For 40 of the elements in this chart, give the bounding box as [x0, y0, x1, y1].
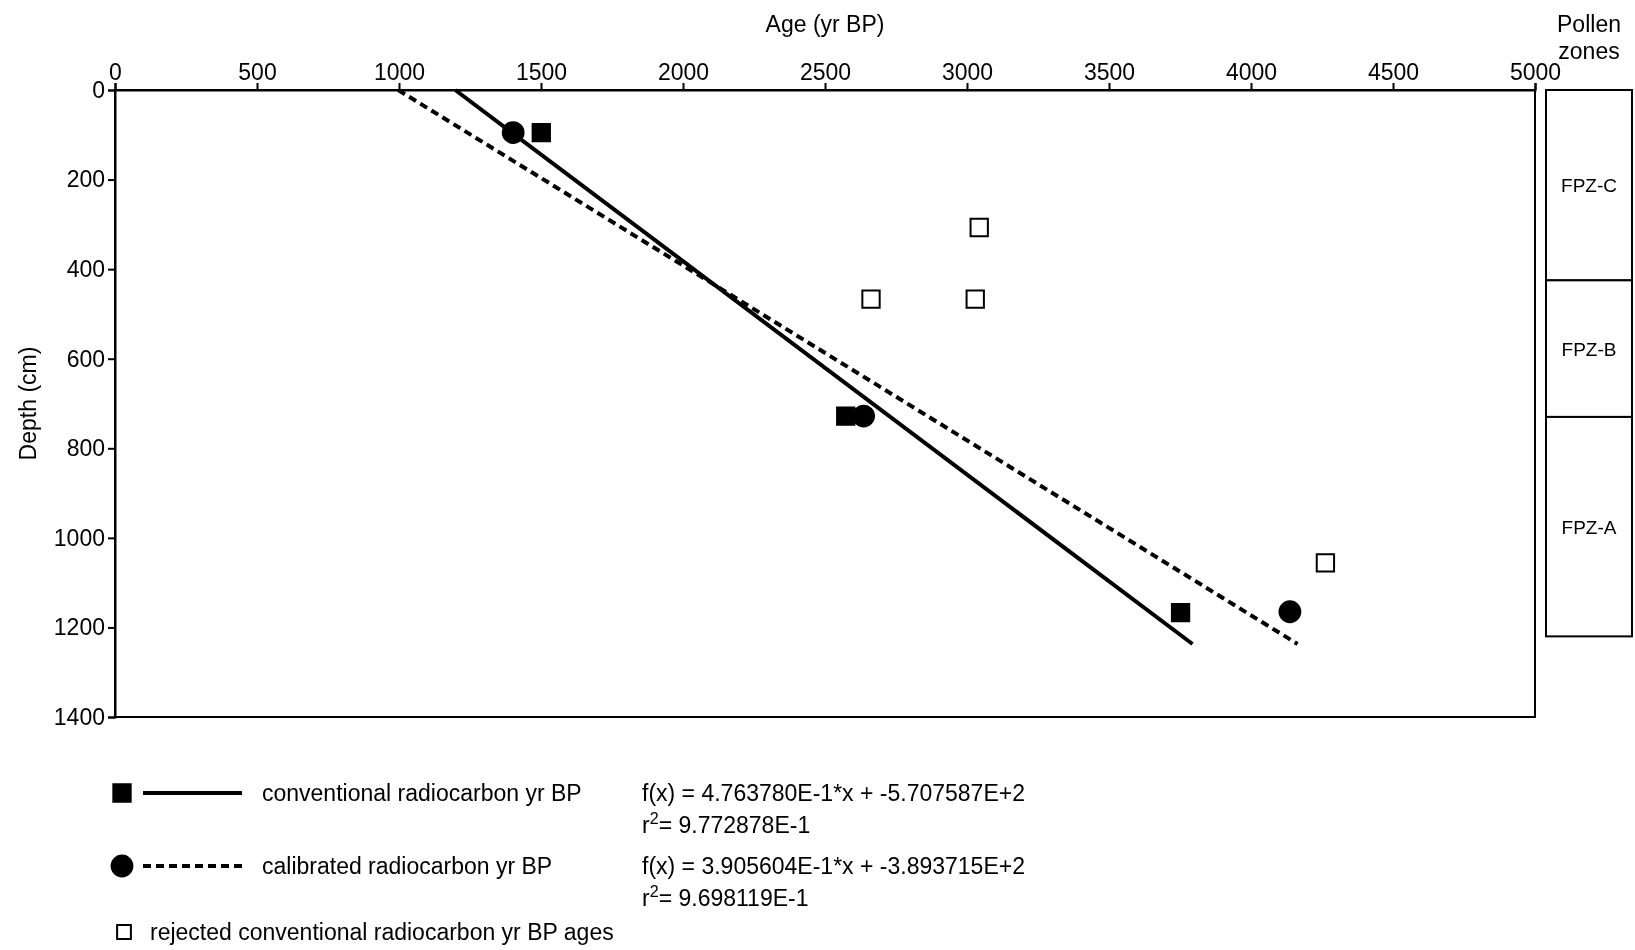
y-tick-label: 600: [66, 345, 105, 372]
x-tick-label: 500: [238, 59, 277, 85]
y-tick-label: 200: [66, 166, 105, 193]
y-tick-label: 0: [92, 76, 105, 103]
point: [1170, 602, 1191, 623]
text: r$^{2}$= 9.772878E-1: [642, 809, 811, 838]
x-tick-label: 2500: [799, 59, 852, 85]
y-tick-label: 1400: [53, 703, 105, 730]
legend-label: rejected conventional radiocarbon yr BP ages: [150, 919, 614, 945]
text: f(x) = 4.763780E-1*x + -5.707587E+2: [642, 780, 1025, 806]
y-axis-title: Depth (cm): [15, 346, 41, 461]
series-label: FPZ-A: [1561, 516, 1617, 538]
x-tick-label: 2000: [657, 59, 710, 85]
x-tick-label: 0: [109, 59, 122, 85]
x-tick-label: 1000: [373, 59, 426, 85]
y-tick-label: 1000: [53, 524, 105, 551]
x-tick-label: 3000: [941, 59, 994, 85]
point: [531, 122, 551, 143]
point: [1278, 600, 1302, 624]
point: [836, 406, 856, 426]
point: [965, 289, 985, 309]
y-tick-label: 800: [66, 435, 105, 462]
x-tick-label: 4500: [1367, 59, 1420, 85]
x-tick-label: 4000: [1225, 59, 1278, 85]
y-tick-label: 400: [66, 256, 105, 282]
legend-label: calibrated radiocarbon yr BP: [262, 853, 553, 879]
point: [501, 121, 525, 144]
point: [852, 404, 876, 428]
y-tick-label: 1200: [53, 614, 105, 641]
text: f(x) = 3.905604E-1*x + -3.893715E+2: [642, 853, 1025, 879]
point: [969, 217, 989, 238]
text: r$^{2}$= 9.698119E-1: [642, 882, 809, 911]
point: [861, 289, 881, 309]
x-axis-title: Age (yr BP): [765, 11, 885, 37]
series-label: FPZ-C: [1561, 175, 1617, 197]
x-tick-label: 3500: [1083, 59, 1136, 85]
legend-label: conventional radiocarbon yr BP: [262, 780, 582, 806]
x-tick-label: 1500: [515, 59, 568, 85]
series-label: FPZ-B: [1561, 338, 1617, 360]
point: [1315, 553, 1336, 573]
